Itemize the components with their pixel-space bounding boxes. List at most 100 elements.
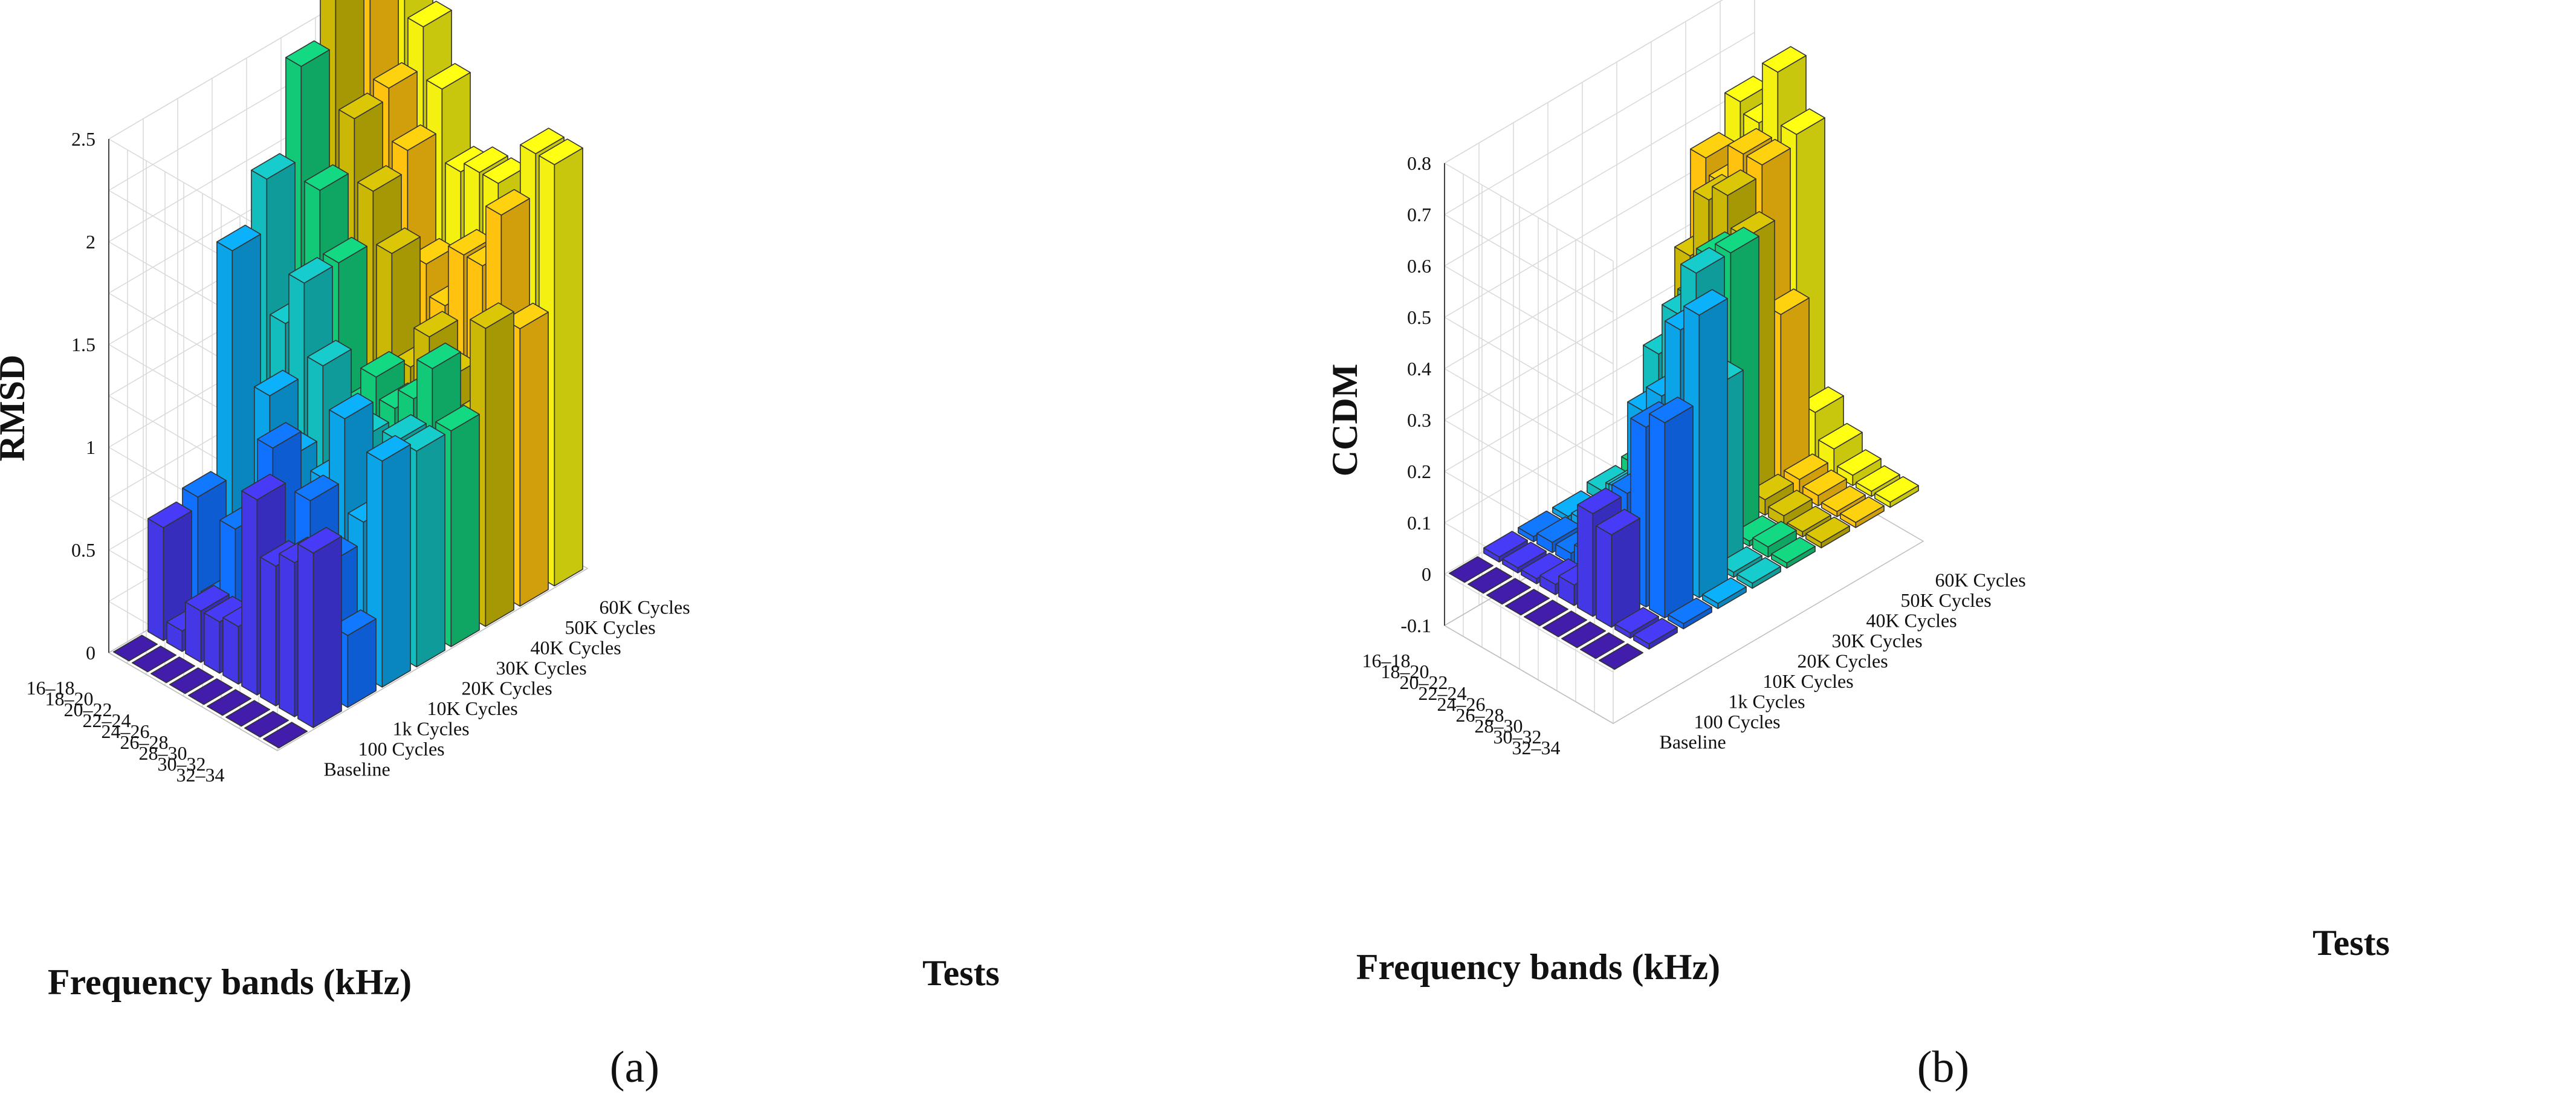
bar-top-face: [1799, 386, 1844, 413]
z-tick-label: 2.5: [71, 128, 95, 150]
test-tick-label: 100 Cycles: [1694, 711, 1781, 733]
bar-top-face: [1502, 542, 1547, 569]
bar-top-face: [257, 422, 302, 449]
bar: [1771, 537, 1816, 569]
bar-side-face: [1664, 406, 1694, 619]
bar-top-face: [304, 164, 349, 191]
bar-side-face: [416, 434, 445, 668]
bar-top-face: [307, 340, 352, 367]
bar-front-face: [147, 518, 164, 641]
bar-side-face: [485, 311, 514, 627]
bar-top-face: [504, 302, 549, 329]
band-tick-label: 32–34: [1512, 737, 1561, 759]
panel-b-bars: [1449, 46, 1919, 670]
bar-top-face: [294, 474, 339, 502]
test-tick-label: 1k Cycles: [393, 717, 470, 739]
bar-top-face: [1449, 556, 1493, 583]
bar-front-face: [185, 601, 202, 663]
band-tick-label: 28–30: [1475, 715, 1523, 737]
bar-top-face: [392, 124, 436, 151]
z-tick-label: 0.4: [1407, 358, 1431, 380]
band-tick-label: 24–26: [102, 720, 150, 742]
bar-front-face: [222, 617, 239, 685]
bar-top-face: [1736, 557, 1781, 584]
bar: [113, 635, 158, 662]
bar-front-face: [1596, 525, 1613, 628]
bar-top-face: [1561, 621, 1606, 649]
bar-top-face: [207, 689, 251, 716]
test-tick-label: 40K Cycles: [1866, 609, 1957, 631]
gridline: [1444, 31, 1755, 215]
bar-top-face: [1771, 537, 1816, 564]
z-tick-label: 2: [86, 231, 95, 253]
z-tick-label: -0.1: [1400, 615, 1431, 636]
bar-top-face: [401, 425, 445, 452]
bar-top-face: [1486, 578, 1531, 605]
bar-top-face: [1649, 396, 1694, 424]
bar-top-face: [539, 138, 583, 166]
band-tick-label: 28–30: [139, 742, 187, 764]
bar: [263, 722, 308, 749]
bar-top-face: [1577, 487, 1622, 514]
bar: [1702, 577, 1747, 609]
bar-top-face: [338, 92, 383, 120]
bar-top-face: [1715, 227, 1759, 254]
bar-side-face: [1611, 517, 1640, 628]
bar-front-face: [297, 543, 314, 728]
gridline: [1444, 163, 1614, 262]
test-tick-label: 20K Cycles: [1798, 650, 1888, 671]
x-axis-title: Frequency bands (kHz): [48, 962, 412, 1002]
bar: [1468, 567, 1512, 594]
bar-top-face: [1752, 520, 1797, 548]
bar-side-face: [450, 413, 480, 647]
bar-top-face: [285, 40, 330, 67]
y-axis-title: Tests: [922, 953, 1000, 993]
panel-a-label: (a): [610, 1043, 659, 1092]
bar-top-face: [332, 609, 377, 636]
bar: [188, 678, 233, 705]
bar-top-face: [113, 635, 158, 662]
bar-top-face: [1483, 531, 1528, 558]
bar-top-face: [263, 722, 308, 749]
z-axis-title: CCDM: [1325, 364, 1365, 477]
bar-top-face: [1784, 453, 1828, 480]
bar-top-face: [244, 711, 289, 738]
bar-top-face: [376, 227, 421, 254]
bar-top-face: [169, 667, 214, 694]
band-tick-label: 20–22: [64, 699, 112, 720]
bar-top-face: [373, 62, 418, 89]
bar-front-face: [279, 553, 296, 717]
bar-front-face: [1577, 504, 1594, 617]
bar-front-face: [1649, 413, 1666, 619]
bar-top-face: [1821, 485, 1866, 513]
bar: [207, 689, 251, 716]
z-tick-label: 0.8: [1407, 152, 1431, 174]
z-tick-label: 0.5: [71, 539, 95, 561]
bar-front-face: [260, 557, 277, 707]
bar-top-face: [251, 153, 296, 180]
test-tick-label: 10K Cycles: [427, 697, 518, 719]
panel-b-chart: -0.100.10.20.30.40.50.60.70.816–1818–202…: [1325, 0, 2390, 987]
bar-top-face: [1683, 289, 1728, 316]
bar-top-face: [1727, 128, 1772, 155]
bar-top-face: [1633, 618, 1678, 645]
bar-top-face: [1818, 422, 1863, 450]
bar-top-face: [1781, 108, 1825, 135]
bar-top-face: [1762, 46, 1807, 73]
bar: [297, 526, 342, 728]
bar-top-face: [1749, 473, 1794, 500]
bar-top-face: [288, 257, 333, 284]
bar-top-face: [1505, 589, 1550, 616]
bar: [1561, 621, 1606, 649]
bar: [1874, 476, 1919, 508]
bar-top-face: [323, 236, 367, 264]
test-tick-label: 50K Cycles: [565, 616, 656, 638]
bar-top-face: [1874, 476, 1919, 503]
gridline: [1444, 83, 1755, 267]
bar-top-face: [1718, 546, 1762, 573]
test-tick-label: 30K Cycles: [1832, 630, 1923, 652]
z-tick-label: 0.6: [1407, 255, 1431, 277]
bar-top-face: [1805, 516, 1850, 543]
bar-side-face: [312, 535, 342, 728]
bar-top-face: [1614, 607, 1659, 634]
